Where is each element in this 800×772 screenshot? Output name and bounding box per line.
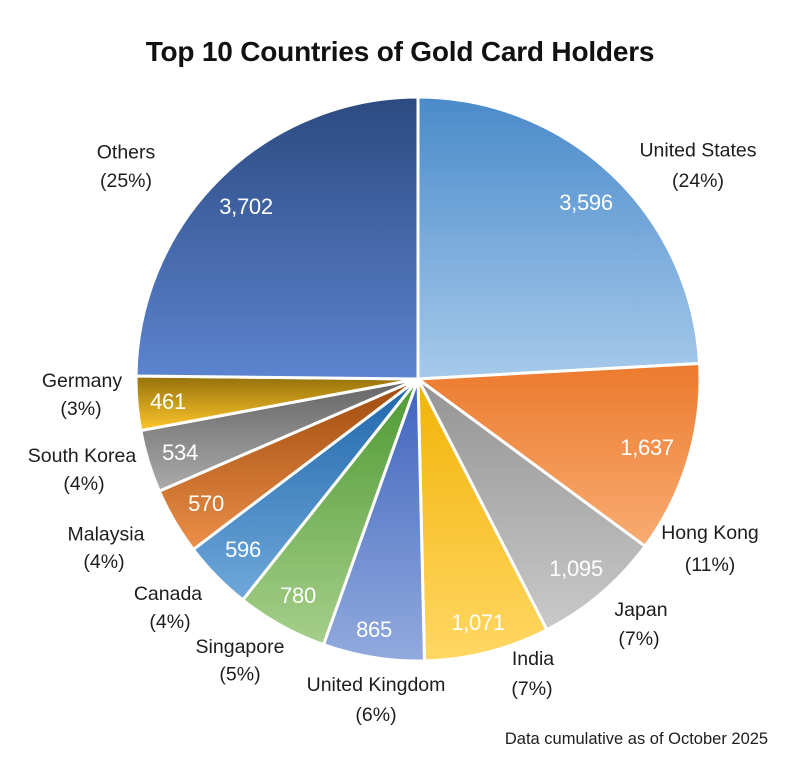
svg-text:Data cumulative as of October: Data cumulative as of October 2025	[505, 730, 768, 748]
svg-text:3,702: 3,702	[219, 194, 273, 219]
svg-text:780: 780	[280, 583, 316, 608]
svg-text:534: 534	[162, 440, 198, 465]
svg-text:Germany: Germany	[42, 370, 122, 392]
svg-text:South Korea: South Korea	[28, 445, 137, 467]
svg-text:Japan: Japan	[614, 599, 667, 621]
svg-text:Singapore: Singapore	[196, 636, 285, 658]
svg-text:(25%): (25%)	[100, 170, 152, 192]
svg-text:(24%): (24%)	[672, 170, 724, 192]
svg-text:1,637: 1,637	[620, 435, 674, 460]
svg-text:(6%): (6%)	[355, 704, 396, 726]
svg-text:(3%): (3%)	[60, 398, 101, 420]
svg-text:(7%): (7%)	[511, 678, 552, 700]
svg-text:865: 865	[356, 617, 392, 642]
svg-text:1,095: 1,095	[549, 556, 603, 581]
svg-text:Malaysia: Malaysia	[68, 524, 145, 546]
svg-text:Others: Others	[97, 142, 156, 164]
svg-text:1,071: 1,071	[451, 610, 505, 635]
svg-text:(4%): (4%)	[63, 473, 104, 495]
svg-text:3,596: 3,596	[559, 190, 613, 215]
svg-text:461: 461	[150, 389, 186, 414]
svg-text:Canada: Canada	[134, 583, 202, 605]
svg-text:(11%): (11%)	[685, 554, 736, 576]
svg-text:(7%): (7%)	[618, 628, 659, 650]
svg-text:(4%): (4%)	[83, 551, 124, 573]
svg-text:(5%): (5%)	[219, 664, 260, 686]
svg-text:India: India	[512, 648, 554, 670]
svg-text:United Kingdom: United Kingdom	[307, 674, 446, 696]
svg-text:United States: United States	[639, 140, 756, 162]
svg-text:(4%): (4%)	[149, 611, 190, 633]
svg-text:570: 570	[188, 491, 224, 516]
svg-text:Hong Kong: Hong Kong	[661, 522, 759, 544]
svg-text:596: 596	[225, 537, 261, 562]
svg-text:Top 10 Countries of Gold Card: Top 10 Countries of Gold Card Holders	[146, 36, 655, 67]
